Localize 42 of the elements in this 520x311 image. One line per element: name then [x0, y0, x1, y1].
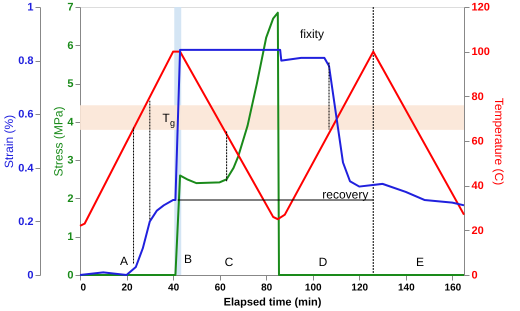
y-tick-label: 0 — [67, 270, 74, 282]
annotation: A — [120, 254, 128, 268]
y-tick-label: 3 — [67, 154, 74, 167]
x-tick-label: 100 — [304, 282, 322, 294]
x-axis-title: Elapsed time (min) — [224, 296, 322, 308]
y-tick-label: 1 — [67, 231, 74, 244]
y2-tick-label: 60 — [472, 136, 484, 148]
annotation: D — [318, 255, 328, 269]
y-tick-label: 7 — [67, 2, 74, 14]
y-tick-label: 2 — [67, 192, 74, 205]
y-axis-title: Stress (MPa) — [51, 106, 66, 177]
y2-tick-label: 120 — [472, 2, 490, 14]
x-tick-label: 60 — [214, 282, 226, 294]
y2-tick-label: 40 — [472, 180, 484, 192]
x-tick-label: 80 — [261, 282, 273, 294]
x-tick-label: 140 — [398, 282, 416, 294]
y3-tick-label: 0 — [27, 270, 34, 282]
line-series — [79, 50, 465, 227]
annotation: E — [416, 255, 424, 269]
x-tick-label: 120 — [351, 282, 369, 294]
y-tick-label: 6 — [67, 40, 74, 52]
y-tick-label: 5 — [67, 78, 74, 90]
y2-tick-label: 80 — [472, 90, 484, 103]
y3-axis-title: Strain (%) — [2, 114, 16, 168]
x-tick-label: 20 — [121, 282, 134, 294]
y3-tick-label: 0.8 — [18, 55, 34, 68]
y3-tick-label: 0.6 — [18, 108, 34, 121]
annotation: fixity — [300, 27, 324, 41]
x-tick-label: 40 — [168, 282, 180, 294]
y2-tick-label: 0 — [472, 270, 478, 282]
y-tick-label: 4 — [67, 116, 74, 128]
x-tick-label: 160 — [444, 282, 462, 294]
x-tick-label: 0 — [80, 282, 86, 294]
y2-tick-label: 20 — [472, 224, 484, 237]
y3-tick-label: 1 — [27, 2, 34, 14]
annotation: recovery — [322, 188, 368, 202]
y3-tick-label: 0.4 — [18, 162, 34, 174]
annotation: C — [224, 255, 234, 269]
annotation: B — [184, 252, 192, 266]
y2-tick-label: 100 — [472, 46, 490, 58]
y3-tick-label: 0.2 — [18, 216, 34, 228]
y2-axis-title: Temperature (C) — [492, 98, 506, 186]
